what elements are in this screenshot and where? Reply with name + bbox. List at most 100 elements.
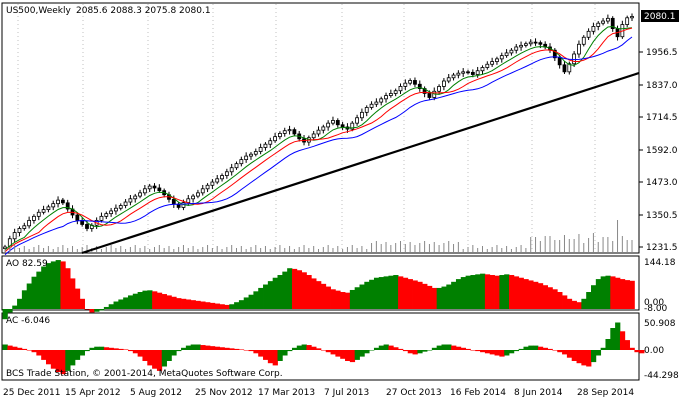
candle-body [340, 124, 345, 128]
moving-averages [4, 25, 633, 256]
ao-bar [436, 287, 442, 309]
ac-bar [142, 350, 148, 362]
ac-bar [79, 350, 85, 356]
ac-bar [451, 345, 457, 350]
ao-bar [595, 279, 602, 309]
candle-body [355, 117, 359, 124]
ao-scale-label: 0.00 [644, 298, 664, 308]
candle-body [374, 101, 379, 105]
ao-bar [200, 301, 206, 309]
ao-bar [12, 305, 18, 309]
ac-bar [89, 347, 95, 350]
last-price-marker [641, 10, 679, 22]
ac-bar [277, 350, 283, 362]
symbol-title: US500,Weekly [6, 6, 71, 16]
ac-bar [263, 350, 269, 360]
candle-body [263, 143, 268, 148]
ac-bar [214, 346, 221, 350]
ao-bar [325, 286, 331, 309]
ac-bar [70, 350, 76, 366]
ao-bar [55, 260, 61, 309]
trend-line[interactable] [81, 71, 640, 255]
candle-body [152, 185, 157, 189]
candle-body [27, 219, 32, 227]
candle-body [210, 181, 215, 186]
ac-bar [470, 350, 476, 351]
candle-body [123, 201, 128, 206]
ac-bar [547, 348, 553, 350]
ao-bar [84, 309, 90, 310]
price-label: 1714.5 [646, 113, 678, 123]
date-label: 15 Apr 2012 [65, 388, 121, 398]
candle-body [109, 210, 114, 215]
candle-body [437, 86, 441, 92]
ac-bar [513, 350, 520, 352]
candle-body [577, 43, 581, 55]
ac-bar [533, 345, 539, 350]
candle-body [601, 20, 605, 24]
ac-bar [407, 350, 413, 354]
candle-body [205, 184, 210, 190]
ac-bar [2, 344, 8, 350]
ao-bar [345, 292, 351, 309]
ao-bar [533, 281, 539, 309]
ao-bar [499, 275, 505, 309]
ac-bar [388, 345, 394, 350]
ac-bar [127, 350, 134, 352]
ao-bar [272, 277, 278, 309]
ao-bar [127, 295, 134, 309]
candle-body [258, 147, 263, 152]
ac-bar [205, 345, 211, 350]
date-label: 16 Feb 2014 [450, 388, 506, 398]
ao-bar [17, 298, 23, 309]
candle-body [191, 195, 196, 200]
ac-bar [301, 344, 307, 350]
candle-body [114, 207, 118, 212]
date-label: 25 Dec 2011 [3, 388, 61, 398]
candle-body [427, 93, 432, 98]
ac-bar [118, 348, 124, 350]
candle-body [200, 188, 205, 194]
ao-scale: 144.18 0.00 -8.00 [644, 258, 676, 314]
ac-bar [224, 347, 230, 350]
main-pane[interactable] [1, 2, 640, 254]
ac-bar [639, 350, 645, 354]
ac-bar [422, 350, 428, 352]
ao-label: AO 82.59 [6, 259, 48, 269]
ac-bar [610, 327, 616, 350]
ac-bar [325, 350, 331, 353]
ac-bar [600, 347, 606, 350]
ac-bar [402, 350, 409, 352]
ao-bar [99, 309, 105, 311]
ao-bar [330, 289, 336, 309]
ac-bar [55, 350, 61, 373]
candle-body [234, 163, 239, 169]
ao-bar [219, 304, 225, 309]
ac-bar [132, 350, 139, 354]
ao-bar [103, 306, 110, 309]
ao-bar [113, 301, 119, 309]
ac-bar [446, 344, 452, 350]
ac-bar [316, 348, 322, 350]
ac-bar [571, 350, 577, 362]
ac-bar [398, 348, 404, 350]
candle-body [268, 140, 273, 145]
ac-bar [272, 350, 278, 366]
candle-body [128, 198, 133, 203]
ac-bar [605, 338, 611, 350]
ao-scale-label: 144.18 [644, 258, 676, 268]
ao-bar [427, 285, 433, 309]
ac-bar [137, 350, 143, 357]
ao-bar [7, 309, 13, 313]
ohlc-values: 2085.6 2088.3 2075.8 2080.1 [76, 6, 211, 16]
ao-bar [571, 300, 577, 309]
ac-bar [26, 350, 32, 351]
candle-body [196, 192, 200, 197]
ac-bar [229, 348, 235, 350]
ac-bar [542, 347, 548, 350]
ao-bar [301, 272, 307, 309]
ao-bar [132, 293, 139, 309]
ac-bar [562, 350, 568, 355]
